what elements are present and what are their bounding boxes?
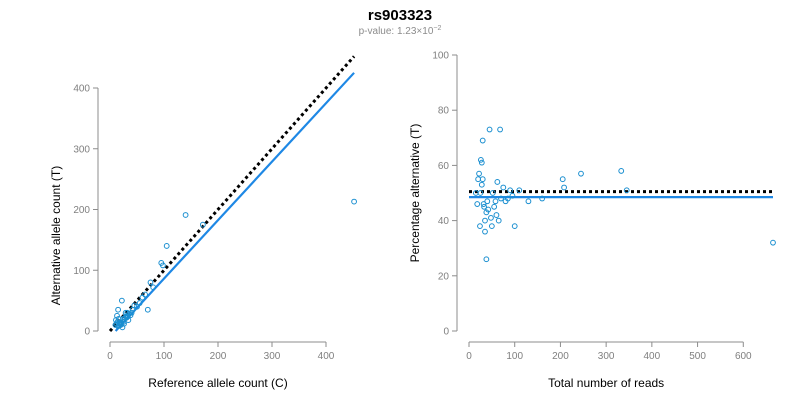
panel1-data-point (483, 256, 490, 263)
panel0-y-tick-label: 400 (73, 84, 90, 95)
panel1-data-point (477, 190, 484, 196)
panel1-data-point (511, 223, 518, 230)
panel1-data-point (623, 187, 630, 194)
panel1-x-axis-label: Total number of reads (548, 376, 664, 390)
panel1-data-point (476, 170, 482, 177)
panel1-data-point (561, 184, 567, 191)
panel0-x-axis-label: Reference allele count (C) (148, 376, 287, 390)
panel0-x-tick-label: 200 (210, 351, 227, 362)
panel0-data-point (131, 302, 138, 309)
chart-title: rs903323 (368, 7, 432, 24)
panel1-data-point (481, 203, 487, 210)
panel1-data-point (495, 217, 502, 224)
panel1-y-tick-label: 60 (438, 161, 450, 172)
panel1-y-tick-label: 80 (438, 106, 450, 117)
panel0-y-tick-label: 0 (84, 327, 90, 338)
panel0-data-point (123, 314, 130, 321)
panel1-data-point (539, 195, 546, 202)
panel1-data-point (618, 168, 625, 174)
panel1-data-point (559, 176, 566, 183)
panel0-data-point (142, 291, 149, 298)
panel1-x-tick-label: 500 (689, 351, 706, 362)
panel1-x-tick-label: 100 (506, 351, 523, 362)
panel0-y-axis-label: Alternative allele count (T) (49, 166, 63, 305)
panel1-data-point (497, 126, 503, 133)
panel0-data-point (182, 212, 189, 218)
panel1-x-tick-label: 400 (644, 351, 661, 362)
panel0-x-tick-label: 0 (107, 351, 113, 362)
panel1-data-point (507, 187, 514, 194)
panel0-data-point (117, 320, 124, 327)
panel1-data-point (482, 228, 488, 235)
panel0-data-point (144, 306, 151, 313)
panel0-data-point (160, 262, 166, 269)
panel1-data-point (474, 201, 481, 207)
panel1-x-tick-label: 0 (466, 351, 472, 362)
panel1-data-point (477, 223, 483, 230)
panel1-x-tick-label: 200 (552, 351, 569, 362)
panel1-data-point (516, 187, 523, 194)
panel0-data-point (128, 309, 135, 316)
panel1-y-tick-label: 20 (438, 271, 450, 282)
panel0-data-point (163, 243, 170, 249)
panel0-y-tick-label: 300 (73, 144, 90, 155)
panel1-data-point (489, 190, 496, 196)
panel1-data-point (488, 223, 495, 230)
panel0-data-point (118, 297, 125, 304)
panel1-data-point (479, 176, 486, 183)
panel0-data-point (150, 284, 157, 291)
panel1-data-point (770, 239, 776, 246)
panel1-y-axis-label: Percentage alternative (T) (408, 124, 422, 263)
panel0-fit-line (114, 72, 355, 332)
panel1-y-tick-label: 100 (432, 51, 449, 62)
panel0-data-point (115, 306, 121, 313)
allele-count-panel: 0 100 200 300 400 0 100 200 300 400 Reference alle… (49, 55, 357, 390)
subtitle-exponent: −2 (433, 25, 441, 32)
panel1-data-point (478, 181, 485, 188)
panel0-data-point (134, 303, 140, 310)
panel0-y-tick-label: 100 (73, 266, 90, 277)
panel1-data-point (492, 198, 499, 205)
panel1-data-point (486, 126, 493, 133)
panel0-x-tick-label: 400 (318, 351, 335, 362)
panel1-data-point (525, 198, 532, 205)
panel1-data-point (488, 214, 494, 221)
panel1-data-point (482, 217, 488, 224)
panel1-data-point (504, 195, 511, 202)
panel1-y-tick-label: 40 (438, 216, 450, 227)
panel0-data-point (114, 312, 120, 319)
subtitle-text: p-value: 1.23×10 (359, 26, 434, 37)
panel0-x-tick-label: 100 (156, 351, 173, 362)
panel0-y-tick-label: 200 (73, 205, 90, 216)
panel1-data-point (494, 179, 501, 185)
panel1-x-tick-label: 600 (735, 351, 752, 362)
panel0-x-tick-label: 300 (264, 351, 281, 362)
panel1-data-point (509, 192, 516, 199)
panel1-data-point (491, 203, 498, 210)
panel1-data-point (478, 159, 485, 166)
panel0-data-point (136, 300, 143, 306)
panel1-data-point (477, 156, 484, 163)
panel0-reference-line (108, 55, 356, 332)
panel1-x-tick-label: 300 (598, 351, 615, 362)
chart-subtitle: p-value: 1.23×10−2 (359, 25, 442, 37)
percentage-panel: 0 100 200 300 400 500 600 0 20 40 60 80 100 Total num… (408, 51, 776, 390)
panel1-data-point (578, 170, 584, 177)
panel1-data-point (498, 195, 504, 202)
panel0-data-point (139, 294, 146, 301)
panel1-data-point (493, 212, 500, 218)
panel1-data-point (500, 184, 507, 191)
panel1-data-point (480, 201, 487, 207)
panel0-data-point (147, 279, 154, 286)
panel1-y-tick-label: 0 (443, 327, 449, 338)
panel1-data-point (479, 137, 486, 144)
panel0-data-point (199, 221, 206, 228)
panel1-data-point (483, 209, 490, 216)
panel0-data-point (351, 198, 357, 205)
panel1-data-point (484, 198, 491, 205)
panel0-data-point (124, 313, 131, 320)
